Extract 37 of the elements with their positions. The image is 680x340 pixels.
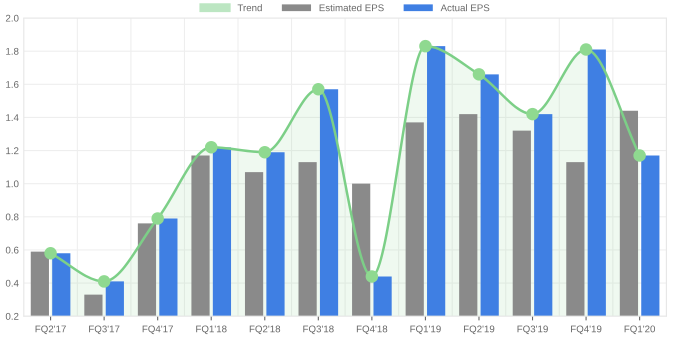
x-tick-label: FQ2'17 bbox=[36, 325, 66, 334]
point bbox=[526, 108, 539, 120]
x-tick-label: FQ2'18 bbox=[250, 325, 280, 334]
point bbox=[151, 212, 164, 225]
point bbox=[44, 247, 57, 260]
x-tick-label: FQ4'18 bbox=[356, 325, 388, 334]
legend-label: Trend bbox=[238, 4, 262, 12]
point bbox=[633, 149, 646, 162]
x-tick-label: FQ1'20 bbox=[624, 325, 656, 334]
x-tick-label: FQ1'18 bbox=[196, 325, 227, 334]
y-tick-label: 0.2 bbox=[6, 312, 18, 320]
y-tick-label: 0.8 bbox=[6, 214, 19, 220]
x-tick-label: FQ3'17 bbox=[89, 325, 120, 334]
legend-label: Actual EPS bbox=[440, 4, 490, 12]
point bbox=[419, 40, 432, 52]
point bbox=[312, 83, 325, 96]
y-tick-label: 0.4 bbox=[6, 280, 19, 287]
point bbox=[204, 140, 218, 154]
y-tick-label: 2.0 bbox=[6, 14, 19, 22]
legend-label: Estimated EPS bbox=[320, 4, 384, 12]
x-tick-label: FQ4'19 bbox=[571, 325, 602, 334]
x-tick-label: FQ1'19 bbox=[410, 325, 441, 334]
point bbox=[472, 68, 486, 81]
point bbox=[258, 146, 272, 158]
y-tick-label: 1.2 bbox=[6, 147, 18, 154]
x-tick-label: FQ3'19 bbox=[518, 325, 548, 334]
y-tick-label: 1.8 bbox=[6, 48, 19, 55]
y-tick-label: 1.0 bbox=[6, 180, 19, 188]
y-tick-label: 1.6 bbox=[6, 81, 19, 88]
x-tick-label: FQ2'19 bbox=[464, 325, 494, 334]
y-tick-label: 0.6 bbox=[6, 246, 19, 254]
point bbox=[366, 270, 378, 283]
y-tick-label: 1.4 bbox=[6, 114, 19, 121]
x-tick-label: FQ3'18 bbox=[303, 325, 334, 334]
point bbox=[580, 43, 592, 56]
x-tick-label: FQ4'17 bbox=[142, 325, 173, 334]
point bbox=[98, 275, 110, 288]
